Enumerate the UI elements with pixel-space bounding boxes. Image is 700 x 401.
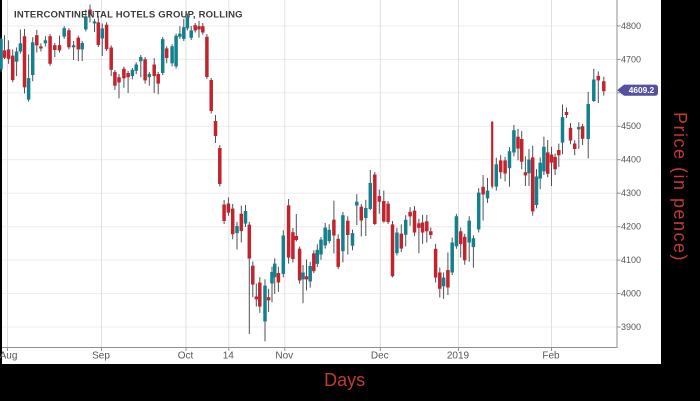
svg-text:Days: Days — [324, 370, 365, 390]
svg-text:4609.2: 4609.2 — [629, 85, 655, 95]
svg-text:4200: 4200 — [621, 222, 641, 232]
svg-text:INTERCONTINENTAL HOTELS GROUP,: INTERCONTINENTAL HOTELS GROUP, ROLLING — [14, 10, 243, 21]
svg-text:Sep: Sep — [92, 351, 110, 362]
svg-text:14: 14 — [223, 351, 235, 362]
svg-text:Nov: Nov — [275, 351, 293, 362]
svg-text:Feb: Feb — [542, 351, 560, 362]
svg-text:4000: 4000 — [621, 289, 641, 299]
svg-text:4400: 4400 — [621, 155, 641, 165]
svg-text:3900: 3900 — [621, 322, 641, 332]
svg-text:4100: 4100 — [621, 255, 641, 265]
svg-text:Dec: Dec — [371, 351, 389, 362]
svg-text:2019: 2019 — [447, 351, 470, 362]
svg-text:4800: 4800 — [621, 21, 641, 31]
svg-text:4500: 4500 — [621, 121, 641, 131]
svg-text:Oct: Oct — [178, 351, 194, 362]
svg-text:4700: 4700 — [621, 54, 641, 64]
svg-text:Price (in pence): Price (in pence) — [670, 112, 690, 262]
svg-text:Aug: Aug — [0, 351, 17, 362]
svg-text:4300: 4300 — [621, 188, 641, 198]
